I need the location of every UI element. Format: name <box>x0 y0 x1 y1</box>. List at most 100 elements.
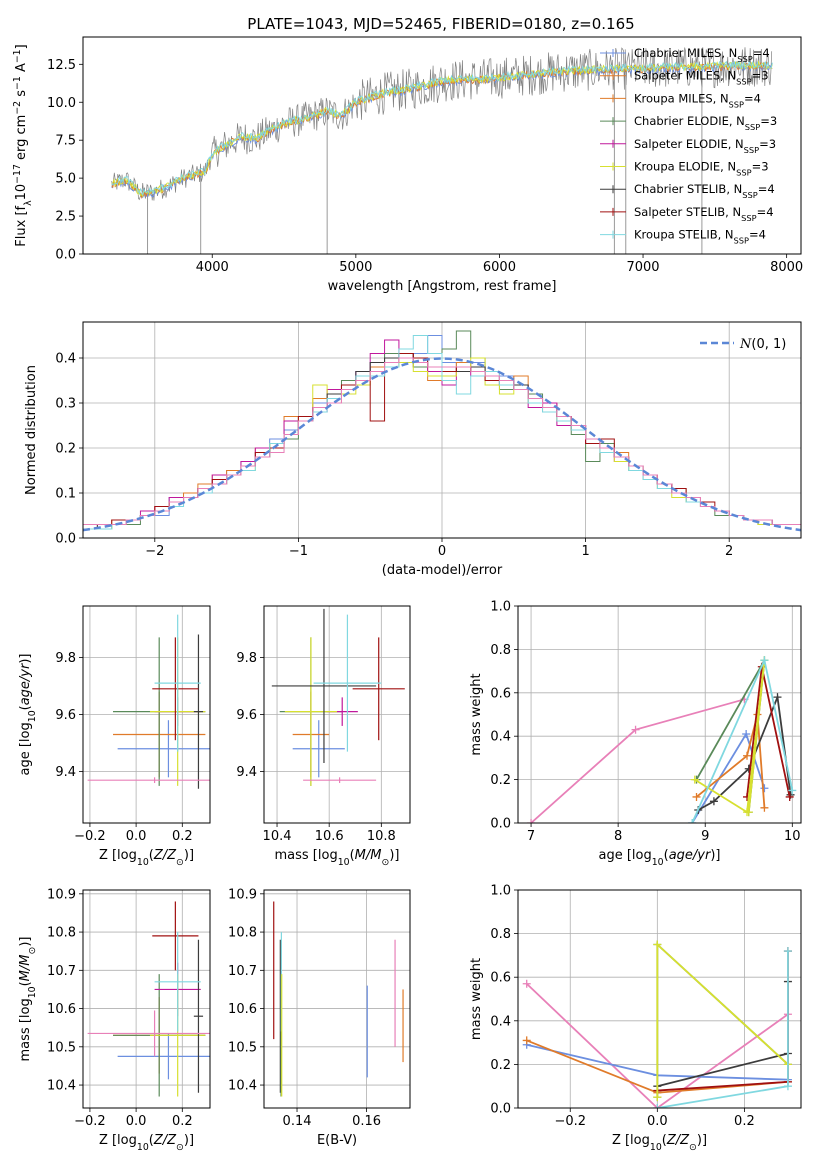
legend-part: N <box>739 337 752 352</box>
y-tick-label: 9.8 <box>55 651 76 666</box>
label-part: 10 <box>27 710 38 722</box>
x-tick-label: 1 <box>581 544 589 559</box>
label-part: 10 <box>137 1142 149 1153</box>
x-axis-label: wavelength [Angstrom, rest frame] <box>328 279 557 294</box>
label-part: )] <box>184 1133 194 1148</box>
legend-part: Chabrier ELODIE, N <box>634 114 745 128</box>
x-tick-label: 9 <box>701 829 709 844</box>
axes-frame <box>82 889 211 1109</box>
weight-marker <box>743 751 752 760</box>
label-part: 10 <box>338 857 350 868</box>
weight-marker <box>688 819 697 823</box>
weight-marker <box>760 803 769 812</box>
label-part: ⊙ <box>176 1142 184 1153</box>
y-tick-label: 2.5 <box>55 210 76 225</box>
legend-label: Chabrier MILES, NSSP=4 <box>634 46 770 64</box>
legend-part: SSP <box>736 77 751 87</box>
y-tick-label: 1.0 <box>490 884 511 899</box>
legend-part: Kroupa STELIB, N <box>634 228 734 242</box>
x-tick-label: 0.0 <box>647 1114 668 1129</box>
label-part: A <box>14 63 29 76</box>
x-tick-label: 6000 <box>483 260 516 275</box>
axes-frame <box>82 321 802 539</box>
legend-part: SSP <box>734 236 749 246</box>
y-tick-label: 9.4 <box>55 765 76 780</box>
x-tick-label: −0.2 <box>74 829 106 844</box>
axes-frame <box>517 889 802 1109</box>
weight-marker <box>653 1093 662 1102</box>
y-tick-label: 7.5 <box>55 134 76 149</box>
label-part: mass [log <box>275 848 338 863</box>
axes-frame <box>263 605 411 824</box>
weight-marker <box>742 730 751 739</box>
y-tick-label: 0.4 <box>55 352 76 367</box>
y-tick-label: 0.0 <box>490 817 511 832</box>
label-part: −1 <box>12 49 23 63</box>
legend: N(0, 1) <box>700 337 786 352</box>
x-tick-label: 0 <box>438 544 446 559</box>
label-part: Z [log <box>99 1133 137 1148</box>
label-part: ( <box>18 981 33 986</box>
label-part: )] <box>184 848 194 863</box>
y-tick-label: 10.4 <box>228 1079 257 1094</box>
legend-part: SSP <box>744 145 759 155</box>
panel-spectrum: 4000 5000 6000 7000 8000 0.0 2.5 5.0 7.5 10.0 12.5… <box>12 36 803 294</box>
label-part: λ <box>23 200 34 206</box>
label-part: s <box>14 90 29 101</box>
label-part: ( <box>18 705 33 710</box>
label-part: ⊙ <box>689 1142 697 1153</box>
label-part: Z/Z <box>153 1133 177 1148</box>
weight-line <box>530 698 745 823</box>
y-tick-label: 0.2 <box>490 773 511 788</box>
legend-label: Kroupa STELIB, NSSP=4 <box>634 228 766 246</box>
label-part: −2 <box>12 101 23 115</box>
figure-title: PLATE=1043, MJD=52465, FIBERID=0180, z=0… <box>247 15 634 33</box>
y-tick-label: 10.8 <box>47 926 76 941</box>
y-tick-label: 10.7 <box>228 964 257 979</box>
label-part: 10 <box>650 1142 662 1153</box>
y-tick-label: 0.3 <box>55 397 76 412</box>
x-tick-label: 10.8 <box>367 829 396 844</box>
legend-label: Salpeter ELODIE, NSSP=3 <box>634 137 776 155</box>
x-tick-label: 0.16 <box>352 1114 381 1129</box>
weight-marker <box>760 784 769 793</box>
label-part: ( <box>149 1133 154 1148</box>
label-part: age [log <box>598 848 651 863</box>
legend-part: Chabrier STELIB, N <box>634 182 742 196</box>
label-part: 10 <box>652 857 664 868</box>
x-tick-label: 0.0 <box>126 1114 147 1129</box>
weight-marker <box>760 656 769 665</box>
y-tick-label: 10.9 <box>228 887 257 902</box>
y-tick-label: 10.9 <box>47 887 76 902</box>
y-tick-label: 1.0 <box>490 600 511 615</box>
x-tick-label: 4000 <box>196 260 229 275</box>
legend-label: Chabrier ELODIE, NSSP=3 <box>634 114 777 132</box>
x-tick-label: −0.2 <box>554 1114 586 1129</box>
legend-part: Kroupa ELODIE, N <box>634 160 736 174</box>
y-tick-label: 10.0 <box>47 96 76 111</box>
legend-label: N(0, 1) <box>739 337 786 352</box>
y-tick-label: 0.2 <box>490 1058 511 1073</box>
y-tick-label: 5.0 <box>55 172 76 187</box>
model-spectrum <box>111 60 773 196</box>
x-tick-label: 10.6 <box>315 829 344 844</box>
y-axis-label: mass weight <box>469 958 484 1040</box>
y-tick-label: 10.5 <box>228 1040 257 1055</box>
y-tick-label: 9.6 <box>55 708 76 723</box>
x-tick-label: 7 <box>527 829 535 844</box>
label-part: ] <box>14 44 29 49</box>
y-axis-label: Normed distribution <box>24 365 39 495</box>
y-tick-label: 12.5 <box>47 58 76 73</box>
label-part: erg cm <box>14 115 29 164</box>
panel-weight-vs-z: −0.2 0.0 0.2 0.0 0.2 0.4 0.6 0.8 1.0 Z [log10(Z/Z… <box>469 884 802 1153</box>
x-axis-label: mass [log10(M/M⊙)] <box>275 848 400 868</box>
plot-area <box>522 940 792 1108</box>
weight-marker <box>744 808 753 817</box>
x-axis-label: E(B-V) <box>317 1133 357 1148</box>
y-tick-label: 0.0 <box>55 532 76 547</box>
axes-frame <box>82 36 802 255</box>
y-tick-label: 0.4 <box>490 730 511 745</box>
weight-line <box>526 983 789 1108</box>
y-tick-label: 0.2 <box>55 442 76 457</box>
legend-part: =4 <box>753 46 770 60</box>
